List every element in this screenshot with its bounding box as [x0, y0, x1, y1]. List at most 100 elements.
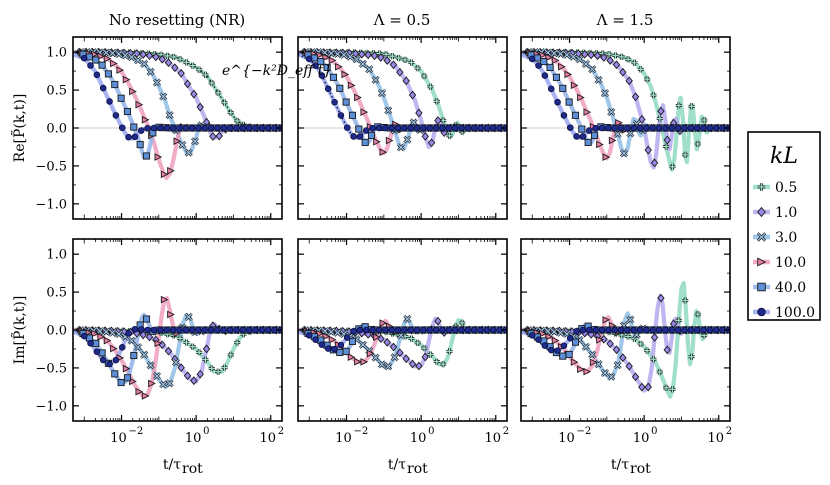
data-point	[547, 346, 555, 354]
data-point	[570, 358, 579, 366]
data-point	[464, 124, 472, 132]
data-point	[619, 67, 627, 77]
data-point	[389, 60, 398, 70]
data-point	[91, 329, 99, 338]
panel-re-nr: −1.0 −0.5 0.0 0.5 1.0	[35, 36, 283, 220]
data-point	[337, 112, 345, 119]
data-point	[657, 106, 665, 116]
data-point	[356, 133, 364, 140]
data-point	[650, 92, 657, 99]
data-point	[546, 63, 554, 71]
data-point	[663, 135, 671, 145]
x-tick-label: 10	[185, 431, 202, 446]
data-point	[190, 89, 198, 99]
data-point	[569, 52, 578, 61]
data-point	[581, 49, 589, 59]
data-point	[688, 353, 695, 360]
data-point	[577, 93, 585, 102]
data-point	[99, 356, 107, 364]
data-point	[636, 326, 644, 334]
data-point	[178, 140, 187, 149]
data-point	[382, 326, 389, 334]
x-axis-label-col-2: t/τ rot	[611, 457, 651, 477]
data-point	[121, 51, 130, 60]
data-point	[361, 138, 369, 146]
data-point	[649, 124, 656, 132]
data-point	[167, 166, 175, 175]
data-point	[159, 92, 168, 101]
data-point	[650, 356, 657, 363]
data-point	[547, 85, 555, 93]
data-point	[558, 62, 566, 71]
legend-title: kL	[770, 144, 798, 169]
data-point	[388, 124, 395, 132]
data-point	[554, 98, 561, 106]
data-point	[644, 347, 651, 354]
svg-text:t/τ: t/τ	[611, 457, 629, 473]
data-point	[607, 107, 616, 117]
data-point	[369, 326, 376, 334]
y-tick-label: −1.0	[35, 399, 67, 414]
data-point	[552, 73, 560, 81]
data-point	[594, 75, 603, 84]
data-point	[145, 332, 154, 342]
data-point	[662, 124, 669, 132]
data-point	[396, 143, 405, 152]
data-point	[135, 387, 144, 396]
data-point	[369, 125, 376, 132]
data-point	[195, 326, 202, 334]
data-point	[207, 326, 215, 334]
data-point	[605, 51, 613, 58]
data-point	[681, 326, 688, 334]
data-point	[154, 339, 163, 348]
data-point	[694, 140, 701, 148]
data-point	[215, 89, 222, 96]
data-point	[152, 52, 160, 62]
data-point	[202, 71, 209, 78]
data-point	[111, 370, 119, 378]
data-point	[663, 384, 670, 391]
data-point	[649, 326, 656, 334]
data-point	[573, 327, 580, 335]
data-point	[215, 131, 223, 141]
panel-im-l15: 10 −2 10 0 10 2	[520, 238, 732, 446]
data-point	[403, 314, 412, 323]
data-point	[103, 54, 112, 63]
data-point	[470, 326, 478, 334]
legend-label: 1.0	[775, 205, 797, 221]
data-point	[184, 148, 193, 157]
data-point	[176, 56, 184, 63]
data-point	[650, 333, 659, 342]
data-point	[631, 59, 638, 66]
data-point	[125, 133, 132, 141]
panel-re-l15	[520, 36, 731, 220]
data-point	[573, 133, 580, 140]
data-point	[173, 137, 182, 145]
data-point	[201, 124, 208, 132]
data-point	[384, 106, 393, 115]
data-point	[123, 107, 132, 116]
data-point	[612, 52, 619, 59]
legend-label: 100.0	[775, 305, 815, 321]
data-point	[554, 347, 561, 354]
data-point	[656, 115, 663, 122]
data-point	[535, 336, 542, 343]
data-point	[239, 124, 247, 132]
data-point	[414, 65, 421, 72]
legend-marker	[757, 206, 766, 218]
data-point	[141, 115, 150, 124]
data-point	[579, 326, 587, 334]
data-point	[189, 62, 196, 69]
data-point	[373, 333, 381, 342]
data-point	[258, 124, 266, 132]
data-point	[327, 327, 336, 336]
data-point	[264, 124, 272, 132]
data-point	[583, 108, 592, 116]
data-point	[106, 98, 113, 105]
data-point	[550, 49, 559, 58]
data-point	[619, 353, 627, 363]
data-point	[183, 371, 192, 381]
data-point	[585, 127, 593, 134]
data-point	[160, 170, 169, 179]
data-point	[87, 62, 94, 69]
